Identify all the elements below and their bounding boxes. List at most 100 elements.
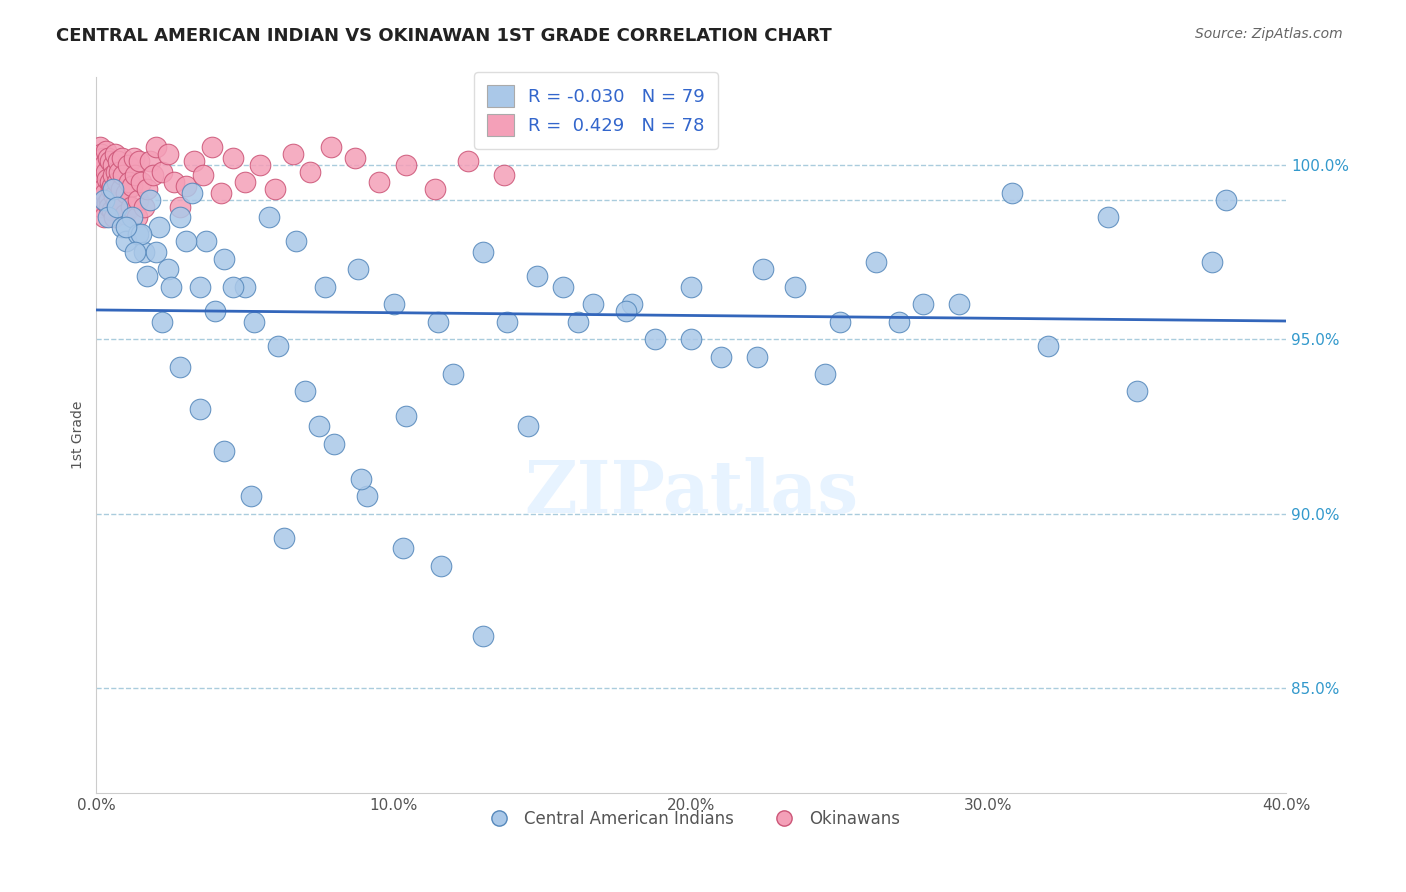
Point: [108, 196, 131, 211]
Point: [180, 186, 202, 200]
Point: [263, 182, 285, 196]
Point: [427, 315, 450, 329]
Point: [121, 178, 143, 193]
Text: CENTRAL AMERICAN INDIAN VS OKINAWAN 1ST GRADE CORRELATION CHART: CENTRAL AMERICAN INDIAN VS OKINAWAN 1ST …: [56, 27, 832, 45]
Point: [103, 168, 125, 182]
Point: [122, 151, 145, 165]
Point: [516, 419, 538, 434]
Point: [98, 175, 121, 189]
Point: [89, 193, 111, 207]
Point: [785, 279, 807, 293]
Point: [124, 168, 146, 182]
Point: [395, 158, 418, 172]
Point: [105, 200, 128, 214]
Point: [553, 279, 575, 293]
Point: [425, 182, 447, 196]
Point: [314, 279, 336, 293]
Point: [112, 168, 135, 182]
Point: [644, 332, 666, 346]
Point: [129, 175, 152, 189]
Point: [117, 158, 139, 172]
Point: [243, 315, 266, 329]
Point: [142, 168, 165, 182]
Point: [814, 367, 837, 381]
Point: [104, 164, 127, 178]
Point: [120, 200, 142, 214]
Point: [620, 297, 643, 311]
Point: [107, 154, 129, 169]
Text: Source: ZipAtlas.com: Source: ZipAtlas.com: [1195, 27, 1343, 41]
Point: [1036, 339, 1059, 353]
Point: [828, 315, 851, 329]
Point: [129, 227, 152, 242]
Point: [190, 401, 212, 416]
Point: [582, 297, 605, 311]
Point: [97, 193, 120, 207]
Text: ZIPatlas: ZIPatlas: [524, 457, 858, 528]
Point: [103, 189, 125, 203]
Point: [115, 186, 138, 200]
Point: [472, 244, 495, 259]
Point: [294, 384, 316, 399]
Point: [751, 262, 773, 277]
Point: [103, 210, 125, 224]
Point: [356, 489, 378, 503]
Point: [118, 175, 141, 189]
Point: [98, 154, 121, 169]
Point: [865, 255, 887, 269]
Point: [135, 182, 157, 196]
Point: [110, 182, 132, 196]
Point: [257, 210, 280, 224]
Point: [267, 339, 290, 353]
Point: [159, 279, 181, 293]
Point: [100, 182, 122, 196]
Point: [114, 206, 136, 220]
Point: [614, 304, 637, 318]
Point: [150, 315, 173, 329]
Point: [912, 297, 935, 311]
Point: [344, 151, 367, 165]
Point: [430, 558, 453, 573]
Point: [90, 147, 112, 161]
Point: [222, 151, 245, 165]
Point: [391, 541, 413, 556]
Point: [323, 436, 346, 450]
Point: [94, 186, 117, 200]
Point: [100, 202, 122, 217]
Point: [135, 269, 157, 284]
Point: [193, 168, 215, 182]
Point: [681, 332, 703, 346]
Point: [745, 350, 768, 364]
Point: [125, 210, 148, 224]
Point: [93, 193, 115, 207]
Point: [91, 175, 114, 189]
Point: [89, 140, 111, 154]
Point: [87, 175, 110, 189]
Point: [91, 151, 114, 165]
Point: [96, 164, 118, 178]
Point: [145, 140, 167, 154]
Point: [526, 269, 548, 284]
Point: [1001, 186, 1024, 200]
Point: [233, 175, 256, 189]
Point: [273, 531, 295, 545]
Point: [395, 409, 418, 423]
Point: [87, 164, 110, 178]
Point: [97, 151, 120, 165]
Point: [98, 200, 121, 214]
Point: [681, 279, 703, 293]
Point: [169, 359, 191, 374]
Point: [1201, 255, 1223, 269]
Legend: Central American Indians, Okinawans: Central American Indians, Okinawans: [475, 803, 907, 834]
Point: [233, 279, 256, 293]
Point: [889, 315, 911, 329]
Point: [281, 147, 304, 161]
Point: [204, 304, 226, 318]
Point: [190, 279, 212, 293]
Point: [139, 193, 162, 207]
Point: [101, 158, 124, 172]
Point: [1215, 193, 1237, 207]
Point: [472, 629, 495, 643]
Point: [212, 443, 235, 458]
Point: [94, 144, 117, 158]
